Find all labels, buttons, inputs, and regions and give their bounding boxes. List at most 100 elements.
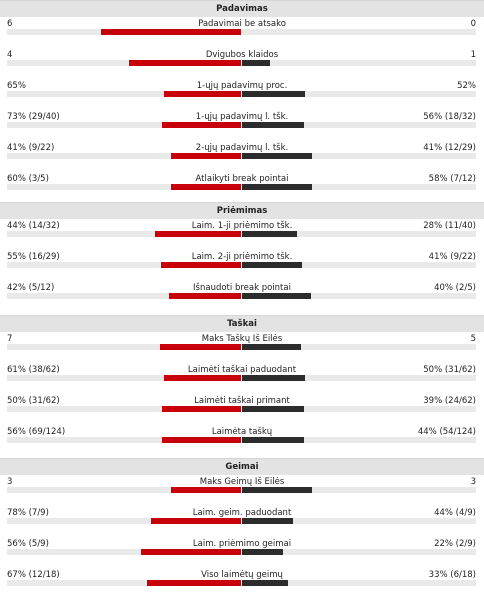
away-track <box>242 293 476 299</box>
stat-row: 60% (3/5) Atlaikyti break pointai 58% (7/1… <box>0 172 484 204</box>
away-value: 28% (11/40) <box>423 221 476 231</box>
away-track <box>242 122 476 128</box>
away-value: 56% (18/32) <box>423 112 476 122</box>
stat-label: Laimėti taškai primant <box>194 396 290 406</box>
home-value: 7 <box>7 334 13 344</box>
stat-label: Padavimai be atsako <box>198 19 286 29</box>
away-bar <box>242 487 312 493</box>
away-bar <box>242 406 304 412</box>
home-value: 56% (5/9) <box>7 539 49 549</box>
stat-label: Maks Geimų Iš Eilės <box>199 477 285 487</box>
stat-row: 42% (5/12) Išnaudoti break pointai 40% (2/… <box>0 281 484 313</box>
home-track <box>7 29 241 35</box>
home-track <box>7 580 241 586</box>
away-track <box>242 262 476 268</box>
away-value: 50% (31/62) <box>423 365 476 375</box>
home-bar <box>164 375 241 381</box>
away-track <box>242 518 476 524</box>
home-bar <box>162 437 241 443</box>
away-track <box>242 29 476 35</box>
away-value: 22% (2/9) <box>434 539 476 549</box>
home-track <box>7 91 241 97</box>
home-bar <box>162 406 241 412</box>
home-track <box>7 437 241 443</box>
away-track <box>242 549 476 555</box>
stat-row: 56% (69/124) Laimėta taškų 44% (54/124) <box>0 425 484 457</box>
away-track <box>242 375 476 381</box>
section-header: Taškai <box>0 315 484 332</box>
home-bar <box>129 60 241 66</box>
stat-row: 4 Dvigubos klaidos 1 <box>0 48 484 80</box>
home-value: 73% (29/40) <box>7 112 60 122</box>
home-track <box>7 487 241 493</box>
stat-row: 44% (14/32) Laim. 1-ji priėmimo tšk. 28% (… <box>0 219 484 251</box>
home-track <box>7 518 241 524</box>
home-bar <box>141 549 241 555</box>
away-bar <box>242 549 283 555</box>
away-track <box>242 437 476 443</box>
away-value: 44% (4/9) <box>434 508 476 518</box>
stat-label: Dvigubos klaidos <box>205 50 279 60</box>
stat-label: 2-ųjų padavimų l. tšk. <box>195 143 289 153</box>
home-value: 65% <box>7 81 26 91</box>
home-track <box>7 344 241 350</box>
home-bar <box>171 487 241 493</box>
home-bar <box>169 293 241 299</box>
stat-row: 67% (12/18) Viso laimėtų geimų 33% (6/18) <box>0 568 484 600</box>
stat-label: Laim. priėmimo geimai <box>192 539 292 549</box>
stat-label: Laim. 2-ji priėmimo tšk. <box>191 252 293 262</box>
home-track <box>7 153 241 159</box>
away-value: 0 <box>470 19 476 29</box>
away-track <box>242 580 476 586</box>
home-value: 4 <box>7 50 13 60</box>
home-bar <box>161 262 241 268</box>
home-track <box>7 375 241 381</box>
away-bar <box>242 437 304 443</box>
away-track <box>242 406 476 412</box>
away-track <box>242 344 476 350</box>
away-value: 40% (2/5) <box>434 283 476 293</box>
away-value: 41% (12/29) <box>423 143 476 153</box>
home-bar <box>155 231 241 237</box>
stat-row: 7 Maks Taškų Iš Eilės 5 <box>0 332 484 364</box>
section-header: Padavimas <box>0 0 484 17</box>
home-track <box>7 231 241 237</box>
stat-row: 78% (7/9) Laim. geim. paduodant 44% (4/9) <box>0 506 484 538</box>
home-value: 3 <box>7 477 13 487</box>
home-track <box>7 549 241 555</box>
home-value: 78% (7/9) <box>7 508 49 518</box>
stat-row: 65% 1-ųjų padavimų proc. 52% <box>0 79 484 111</box>
home-value: 50% (31/62) <box>7 396 60 406</box>
stat-row: 61% (38/62) Laimėti taškai paduodant 50% (… <box>0 363 484 395</box>
section-header: Priėmimas <box>0 202 484 219</box>
home-value: 55% (16/29) <box>7 252 60 262</box>
home-bar <box>171 184 241 190</box>
home-value: 41% (9/22) <box>7 143 55 153</box>
stat-row: 3 Maks Geimų Iš Eilės 3 <box>0 475 484 507</box>
home-value: 42% (5/12) <box>7 283 55 293</box>
stat-label: Laim. 1-ji priėmimo tšk. <box>191 221 293 231</box>
away-bar <box>242 375 305 381</box>
stat-row: 56% (5/9) Laim. priėmimo geimai 22% (2/9) <box>0 537 484 569</box>
stat-label: Atlaikyti break pointai <box>195 174 289 184</box>
away-value: 3 <box>470 477 476 487</box>
home-value: 56% (69/124) <box>7 427 66 437</box>
home-bar <box>164 91 241 97</box>
home-value: 6 <box>7 19 13 29</box>
stat-label: 1-ųjų padavimų l. tšk. <box>195 112 289 122</box>
stat-label: Laimėta taškų <box>211 427 273 437</box>
home-track <box>7 60 241 66</box>
away-bar <box>242 231 297 237</box>
home-bar <box>160 344 241 350</box>
stat-label: Išnaudoti break pointai <box>193 283 291 293</box>
home-track <box>7 122 241 128</box>
home-bar <box>147 580 241 586</box>
away-bar <box>242 60 270 66</box>
away-bar <box>242 262 302 268</box>
away-track <box>242 487 476 493</box>
stat-row: 73% (29/40) 1-ųjų padavimų l. tšk. 56% (18… <box>0 110 484 142</box>
home-bar <box>171 153 241 159</box>
stat-label: Maks Taškų Iš Eilės <box>201 334 283 344</box>
home-track <box>7 406 241 412</box>
away-track <box>242 184 476 190</box>
